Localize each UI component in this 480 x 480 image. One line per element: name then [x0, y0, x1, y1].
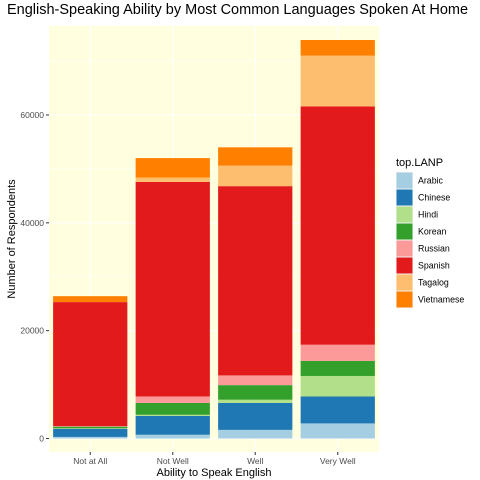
legend-swatch-russian — [396, 240, 413, 257]
bar-segment-korean — [135, 402, 210, 415]
bar-segment-tagalog — [300, 55, 375, 107]
legend-label-arabic: Arabic — [418, 176, 444, 186]
bar-segment-russian — [300, 344, 375, 361]
legend-swatch-vietnamese — [396, 291, 413, 308]
bar-segment-russian — [218, 375, 293, 386]
x-tick-label: Very Well — [320, 456, 356, 466]
bar-segment-korean — [300, 360, 375, 376]
bar-segment-russian — [135, 396, 210, 403]
bar-segment-tagalog — [218, 165, 293, 187]
legend-swatch-hindi — [396, 206, 413, 223]
bar-segment-arabic — [135, 434, 210, 439]
bar-segment-korean — [53, 426, 128, 429]
legend-label-tagalog: Tagalog — [418, 278, 449, 288]
legend-label-russian: Russian — [418, 244, 450, 254]
bar-segment-hindi — [300, 375, 375, 397]
x-tick-label: Not at All — [73, 456, 107, 466]
x-tick-label: Not Well — [157, 456, 189, 466]
legend-label-vietnamese: Vietnamese — [418, 295, 464, 305]
bar-segment-chinese — [135, 415, 210, 435]
x-tick-label: Well — [247, 456, 263, 466]
y-tick-label: 40000 — [20, 218, 44, 228]
bar-segment-korean — [218, 385, 293, 400]
legend-swatch-chinese — [396, 189, 413, 206]
bar-segment-spanish — [135, 181, 210, 397]
bars — [53, 40, 375, 439]
bar-segment-vietnamese — [300, 40, 375, 56]
legend-swatch-spanish — [396, 257, 413, 274]
bar-segment-vietnamese — [218, 147, 293, 166]
y-tick-label: 20000 — [20, 326, 44, 336]
legend-label-hindi: Hindi — [418, 210, 438, 220]
legend-label-spanish: Spanish — [418, 261, 450, 271]
bar-segment-hindi — [53, 428, 128, 429]
axes: 0 20000 40000 60000 Not at All Not Well Well Ve… — [20, 110, 355, 466]
bar-segment-arabic — [218, 429, 293, 439]
bar-segment-vietnamese — [135, 158, 210, 178]
bar-segment-spanish — [300, 106, 375, 345]
bar-segment-hindi — [218, 399, 293, 403]
y-tick-label: 60000 — [20, 110, 44, 120]
legend-swatch-korean — [396, 223, 413, 240]
bar-segment-spanish — [53, 302, 128, 427]
bar-segment-arabic — [53, 436, 128, 439]
legend-label-chinese: Chinese — [418, 193, 450, 203]
bar-segment-russian — [53, 426, 128, 427]
y-axis-title: Number of Respondents — [6, 179, 18, 299]
bar-segment-chinese — [218, 402, 293, 430]
legend-swatch-tagalog — [396, 274, 413, 291]
y-tick-label: 0 — [39, 434, 44, 444]
x-axis-title: Ability to Speak English — [157, 467, 272, 479]
legend: top.LANP Arabic Chinese Hindi Korean Russian… — [396, 157, 464, 308]
bar-segment-arabic — [300, 423, 375, 439]
legend-swatch-arabic — [396, 172, 413, 189]
bar-segment-tagalog — [135, 177, 210, 182]
bar-segment-chinese — [53, 428, 128, 437]
bar-segment-hindi — [135, 414, 210, 416]
bar-segment-chinese — [300, 396, 375, 424]
legend-label-korean: Korean — [418, 227, 446, 237]
legend-title: top.LANP — [396, 157, 443, 169]
chart-title: English-Speaking Ability by Most Common … — [7, 2, 469, 18]
bar-segment-spanish — [218, 186, 293, 376]
bar-segment-vietnamese — [53, 296, 128, 303]
